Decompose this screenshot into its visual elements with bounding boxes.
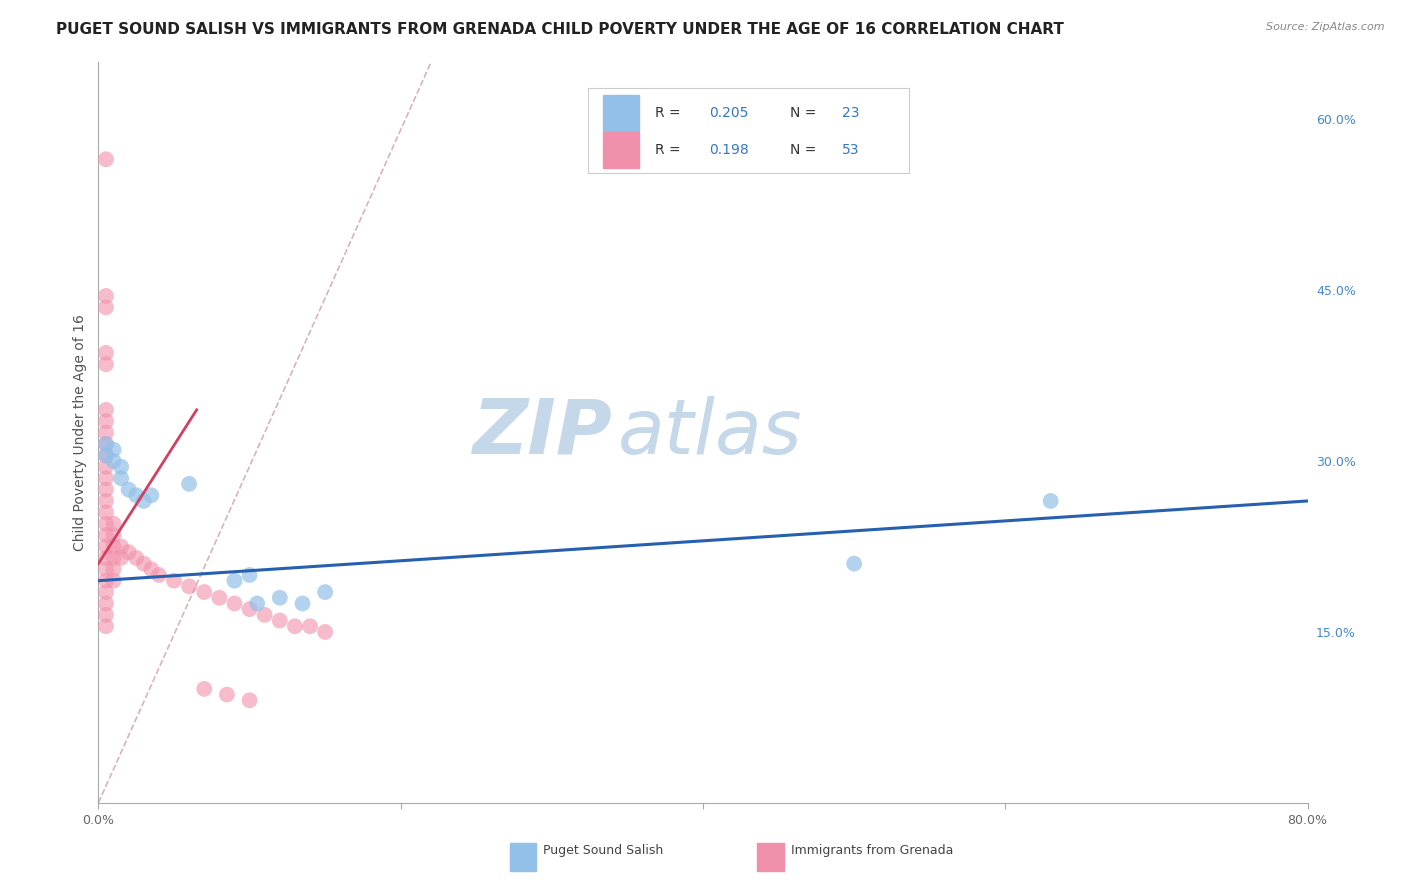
Text: N =: N =: [790, 106, 817, 120]
Bar: [603, 132, 638, 168]
Point: [314, 585, 336, 599]
Text: 0.198: 0.198: [709, 143, 749, 157]
Point: [110, 459, 132, 474]
Point: [118, 483, 141, 497]
Text: atlas: atlas: [619, 396, 803, 469]
Point: [208, 591, 231, 605]
Point: [94, 402, 117, 417]
Point: [284, 619, 307, 633]
Point: [94, 357, 117, 371]
Point: [94, 528, 117, 542]
Text: R =: R =: [655, 106, 681, 120]
Point: [94, 516, 117, 531]
Point: [94, 437, 117, 451]
Point: [291, 597, 314, 611]
Point: [118, 545, 141, 559]
Point: [141, 488, 163, 502]
Point: [215, 688, 238, 702]
Point: [269, 591, 291, 605]
Point: [125, 488, 148, 502]
Point: [224, 574, 246, 588]
Point: [163, 574, 186, 588]
Point: [253, 607, 276, 622]
Text: 23: 23: [842, 106, 859, 120]
Point: [94, 562, 117, 576]
Y-axis label: Child Poverty Under the Age of 16: Child Poverty Under the Age of 16: [73, 314, 87, 551]
Point: [103, 550, 125, 565]
Point: [94, 494, 117, 508]
Point: [94, 449, 117, 463]
Point: [94, 449, 117, 463]
Point: [94, 505, 117, 519]
Point: [224, 597, 246, 611]
Point: [94, 483, 117, 497]
Text: 0.205: 0.205: [709, 106, 748, 120]
Point: [239, 693, 262, 707]
Point: [193, 681, 215, 696]
Point: [110, 540, 132, 554]
Point: [94, 471, 117, 485]
Text: N =: N =: [790, 143, 817, 157]
FancyBboxPatch shape: [588, 88, 908, 173]
Point: [103, 516, 125, 531]
Point: [132, 557, 155, 571]
Point: [94, 425, 117, 440]
Point: [141, 562, 163, 576]
Bar: [758, 843, 785, 871]
Point: [239, 568, 262, 582]
Text: ZIP: ZIP: [472, 396, 613, 469]
Bar: [509, 843, 536, 871]
Point: [103, 442, 125, 457]
Point: [94, 574, 117, 588]
Point: [94, 550, 117, 565]
Point: [193, 585, 215, 599]
Text: 53: 53: [842, 143, 859, 157]
Point: [103, 528, 125, 542]
Point: [179, 476, 201, 491]
Point: [844, 557, 866, 571]
Point: [94, 597, 117, 611]
Point: [103, 540, 125, 554]
Point: [110, 471, 132, 485]
Point: [94, 459, 117, 474]
Point: [132, 494, 155, 508]
Point: [125, 550, 148, 565]
Point: [94, 437, 117, 451]
Point: [94, 346, 117, 360]
Text: PUGET SOUND SALISH VS IMMIGRANTS FROM GRENADA CHILD POVERTY UNDER THE AGE OF 16 : PUGET SOUND SALISH VS IMMIGRANTS FROM GR…: [56, 22, 1064, 37]
Bar: [603, 95, 638, 130]
Point: [299, 619, 322, 633]
Point: [94, 153, 117, 167]
Point: [94, 619, 117, 633]
Point: [103, 574, 125, 588]
Point: [94, 540, 117, 554]
Point: [103, 562, 125, 576]
Point: [94, 585, 117, 599]
Point: [1039, 494, 1062, 508]
Point: [94, 607, 117, 622]
Point: [179, 579, 201, 593]
Point: [148, 568, 170, 582]
Point: [246, 597, 269, 611]
Point: [94, 414, 117, 428]
Point: [94, 301, 117, 315]
Point: [110, 550, 132, 565]
Text: R =: R =: [655, 143, 681, 157]
Text: Source: ZipAtlas.com: Source: ZipAtlas.com: [1267, 22, 1385, 32]
Text: Immigrants from Grenada: Immigrants from Grenada: [792, 845, 953, 857]
Text: Puget Sound Salish: Puget Sound Salish: [543, 845, 664, 857]
Point: [269, 614, 291, 628]
Point: [103, 454, 125, 468]
Point: [239, 602, 262, 616]
Point: [314, 624, 336, 639]
Point: [94, 289, 117, 303]
